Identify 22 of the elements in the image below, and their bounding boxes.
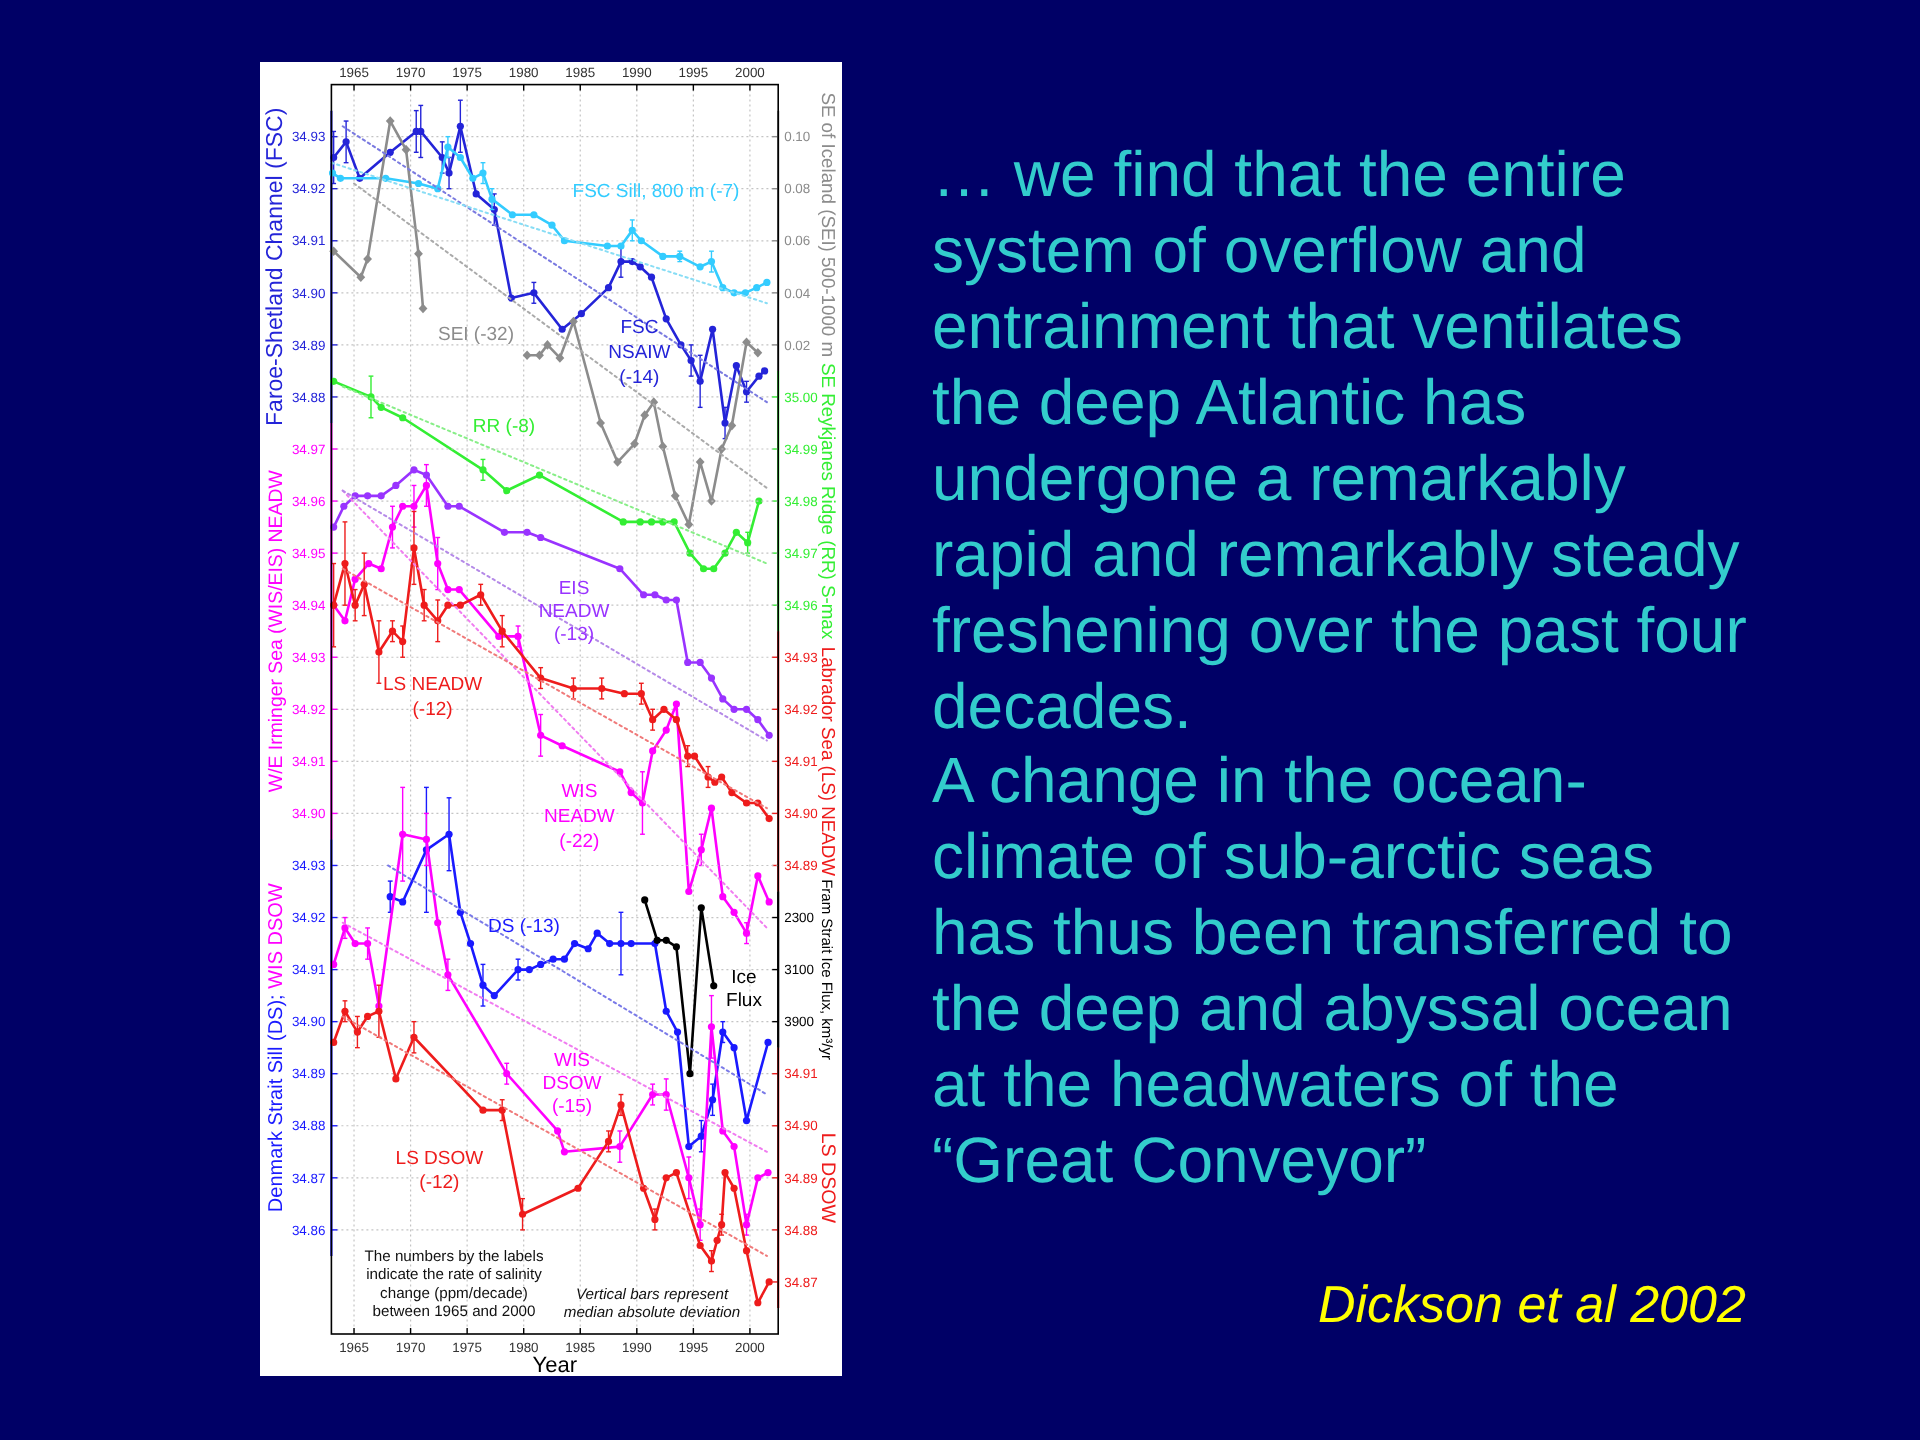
y-axis-title: Denmark Strait Sill (DS); WIS DSOW [266,882,288,1213]
series-label: DS (-13) [488,916,560,938]
series-label: FSC Sill, 800 m (-7) [572,181,740,203]
text: Dickson et al 2002 [1318,1274,1747,1334]
y3-axis-title: SE Reykjanes Ridge (RR) S-max [818,363,840,640]
series-label: WIS DSOW (-15) [542,1050,602,1118]
series-label: LS NEADW (-12) [382,674,483,721]
y2-axis-title: Labrador Sea (LS) NEADW [818,646,840,877]
series-label: LS DSOW (-12) [395,1148,484,1194]
y3-axis-title: LS DSOW [816,1132,838,1225]
series-label: Ice Flux [726,967,763,1012]
y-axis-title: Faroe-Shetland Channel (FSC) [264,107,288,426]
text: … we find that the entire system of overflow and entrainment that ventilates the deep Atlantic has undergone a remarkably rapid and remarkably steady freshening over the past four decades. [932,138,1748,742]
text: A change in the ocean-climate of sub-arctic seas has thus been transferred to the deep and abyssal ocean at the headwaters of the “Great Conveyor” [932,744,1733,1196]
y-axis-title: W/E Irminger Sea (WIS/EIS) NEADW [266,468,288,793]
series-label: FSC NSAIW (-14) [608,317,671,389]
series-label: EIS NEADW (-13) [538,578,610,646]
series-label: WIS NEADW (-22) [544,781,615,853]
series-label: SEI (-32) [437,324,515,346]
y2-axis-title: SE of Iceland (SEI) 500-1000 m [818,92,840,358]
x-axis-title: Year [532,1354,578,1378]
series-label: RR (-8) [472,416,536,438]
